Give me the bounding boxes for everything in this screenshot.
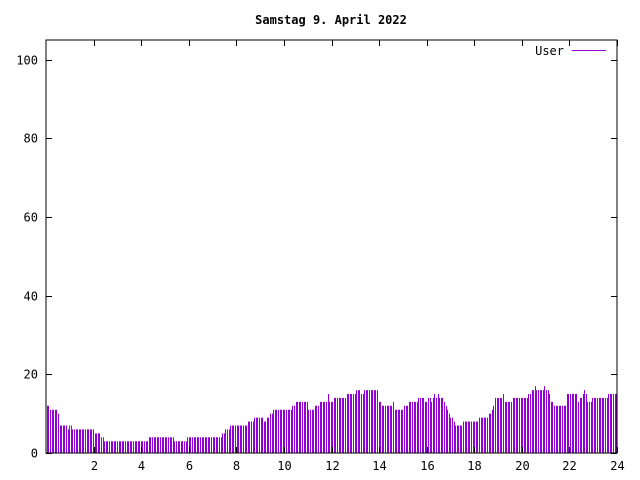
x-tick-label: 10 bbox=[277, 459, 291, 473]
x-tick-label: 20 bbox=[515, 459, 529, 473]
x-tick-label: 24 bbox=[610, 459, 624, 473]
y-tick-label: 60 bbox=[24, 211, 38, 225]
x-tick-label: 16 bbox=[420, 459, 434, 473]
x-tick-label: 2 bbox=[91, 459, 98, 473]
bars-layer bbox=[47, 386, 617, 453]
plot-frame bbox=[45, 39, 618, 454]
x-tick-label: 6 bbox=[186, 459, 193, 473]
x-tick-label: 8 bbox=[233, 459, 240, 473]
chart-title: Samstag 9. April 2022 bbox=[255, 13, 407, 27]
y-tick-label: 0 bbox=[31, 447, 38, 461]
x-tick-label: 14 bbox=[372, 459, 386, 473]
x-tick-label: 4 bbox=[138, 459, 145, 473]
y-tick-label: 80 bbox=[24, 132, 38, 146]
x-tick-label: 18 bbox=[467, 459, 481, 473]
x-tick-label: 22 bbox=[562, 459, 576, 473]
x-tick-label: 12 bbox=[325, 459, 339, 473]
y-tick-label: 20 bbox=[24, 368, 38, 382]
legend: User bbox=[535, 44, 606, 58]
legend-label: User bbox=[535, 44, 564, 58]
y-tick-label: 100 bbox=[16, 54, 38, 68]
y-axis: 0 20 40 60 80 100 bbox=[16, 54, 617, 461]
x-axis: 2 4 6 8 10 12 14 16 18 20 22 24 bbox=[91, 40, 625, 473]
y-tick-label: 40 bbox=[24, 290, 38, 304]
